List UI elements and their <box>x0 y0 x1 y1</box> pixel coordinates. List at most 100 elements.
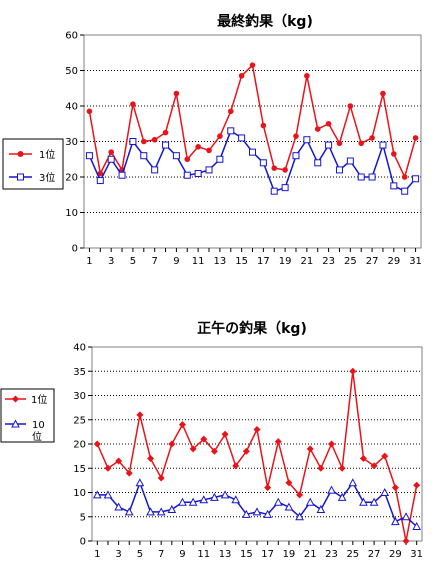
chart2-x-tick-label: 31 <box>410 549 423 560</box>
chart1-series-1-line <box>88 63 417 180</box>
chart2-series-2-point <box>348 478 358 487</box>
chart2-series-2-point <box>295 512 304 521</box>
chart1-series-1-point <box>162 129 169 136</box>
chart2-series-1-point <box>232 462 240 470</box>
chart1-series-2-point <box>162 141 170 149</box>
chart2-x-tick-label: 11 <box>197 549 210 560</box>
chart2-series-1-point <box>296 491 304 499</box>
chart1-series-1-point <box>97 170 104 177</box>
chart2-y-tick-label: 25 <box>73 415 86 426</box>
chart2-series-1-point <box>306 445 314 453</box>
chart1-series-2-point <box>172 152 180 160</box>
chart1-legend: 1位 3位 <box>2 138 64 190</box>
chart1-series-1-point <box>217 133 223 139</box>
chart2-x-axis: 1 3 5 7 9 11 13 15 17 19 21 23 25 27 29 31 <box>94 541 423 560</box>
chart2-series-1-line <box>96 371 418 542</box>
chart2-series-1-point <box>370 462 378 470</box>
chart1-series-2-point <box>314 159 322 167</box>
chart2-x-tick-label: 1 <box>94 549 100 560</box>
chart1-series-1-point <box>347 103 354 109</box>
chart2-legend: 1位 10 位 <box>0 388 55 443</box>
chart1-series-2-point <box>379 141 387 149</box>
chart1-series-1-point <box>238 73 245 79</box>
chart1-series-1-point <box>173 90 180 97</box>
chart1-series-1-point <box>412 135 419 141</box>
chart1-series-2-point <box>368 173 376 181</box>
chart2-series-2-point <box>327 485 336 494</box>
chart2-series-1-point <box>200 435 208 443</box>
chart1-legend-marker-1 <box>17 151 24 157</box>
chart1-series-2-point <box>401 187 409 195</box>
chart2-series-2-point <box>284 502 294 511</box>
chart2-series-1-point <box>115 457 123 465</box>
chart1-y-tick-label: 20 <box>65 173 78 184</box>
chart2-series-2-point <box>124 507 134 516</box>
chart2-series-1-point <box>104 464 112 472</box>
chart2-series-1-point <box>391 484 399 492</box>
chart2-series-1-point <box>221 430 229 438</box>
chart1-series-2-point <box>183 171 191 179</box>
chart2-legend-box <box>0 388 55 443</box>
chart1-series-1-point <box>227 108 234 115</box>
chart2-x-tick-label: 3 <box>115 549 121 560</box>
chart1-y-tick-label: 10 <box>65 208 78 219</box>
chart2-series-2-point <box>178 497 187 506</box>
chart2-series-2-point <box>92 490 102 499</box>
chart1-series-1-point <box>336 140 343 147</box>
chart2-series-2-point <box>305 497 315 506</box>
chart2-series-2-point <box>199 495 209 504</box>
chart2-legend-marker-2 <box>11 419 20 428</box>
chart2-legend-label-2-line2: 位 <box>32 430 42 443</box>
chart2-series-2-point <box>337 492 347 501</box>
chart1-x-tick-label: 11 <box>192 256 205 267</box>
chart1-series-1-point <box>206 147 212 154</box>
chart2-series-2-point <box>412 521 422 530</box>
chart1-x-tick-label: 19 <box>279 256 292 267</box>
chart1-series-1-point <box>314 126 321 132</box>
chart1-x-tick-label: 13 <box>214 256 227 267</box>
chart1-x-tick-label: 23 <box>322 256 335 267</box>
chart1-series-2-point <box>118 171 126 179</box>
chart2-series-1-point <box>264 484 272 492</box>
chart1-series-2-point <box>412 175 420 183</box>
chart2-legend-marker-1 <box>12 395 19 403</box>
chart2-series-1-point <box>338 464 346 472</box>
chart2-series-1-point <box>349 367 357 375</box>
chart1-series-2-point <box>107 155 115 163</box>
chart1-series-1-point <box>282 167 288 173</box>
chart1-series-2-point <box>335 166 343 174</box>
chart1-series <box>85 62 420 195</box>
chart1-series-2-point <box>216 155 224 163</box>
chart1-series-1-point <box>184 156 191 163</box>
chart1-series-1-point <box>151 136 158 143</box>
chart2-series-2-point <box>188 497 198 506</box>
chart2-series-1-point <box>253 425 261 433</box>
chart1-legend-box <box>2 138 64 190</box>
chart1-y-tick-label: 40 <box>65 102 78 113</box>
chart1-x-tick-label: 5 <box>130 256 136 267</box>
chart1-series-2-point <box>292 152 300 160</box>
chart2-series-2-point <box>263 509 272 518</box>
chart2-x-tick-label: 5 <box>137 549 143 560</box>
chart2-legend-label-2-line1: 10 <box>32 420 45 431</box>
chart1-x-axis: 1 3 5 7 9 11 13 15 17 19 21 23 25 27 29 31 <box>86 248 422 267</box>
chart1-y-tick-label: 50 <box>65 66 78 77</box>
chart1-series-2-point <box>270 187 278 195</box>
chart1-series-1-point <box>325 120 332 127</box>
chart1-x-tick-label: 1 <box>86 256 92 267</box>
chart1-x-tick-label: 25 <box>344 256 357 267</box>
chart2-series-1-point <box>136 411 144 419</box>
chart2-legend-label-2: 10 位 <box>32 420 48 443</box>
chart2-series-1-point <box>381 452 389 460</box>
chart2-y-tick-label: 20 <box>73 440 86 451</box>
chart2-series-2-point <box>359 497 368 506</box>
chart1-y-axis: 0 10 20 30 40 50 60 <box>65 31 84 255</box>
chart2-series-1-point <box>147 455 155 463</box>
chart1-x-tick-label: 15 <box>235 256 248 267</box>
chart1-series-2-point <box>96 177 104 185</box>
chart1-series-2-point <box>259 159 267 167</box>
chart2-series-1-point <box>413 481 421 489</box>
chart2-series-1-point <box>359 455 367 463</box>
chart2-series-1-point <box>328 440 336 448</box>
